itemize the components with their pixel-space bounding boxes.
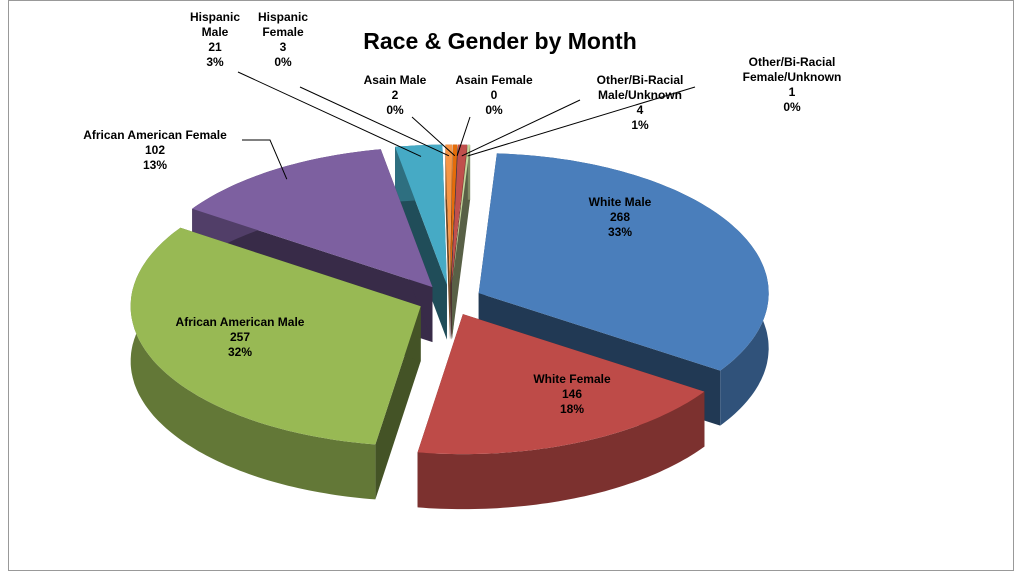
label-percent: 3% (206, 55, 224, 69)
slice (451, 144, 471, 340)
data-label: Other/Bi-Racial Male/Unknown 4 1% (580, 73, 700, 133)
label-name: Hispanic Male (190, 10, 241, 39)
slice-top (450, 144, 458, 285)
label-percent: 0% (386, 103, 404, 117)
label-name: African American Male (175, 315, 305, 329)
label-value: 3 (279, 40, 287, 54)
slice-top (417, 314, 705, 455)
data-label: African American Female 102 13% (55, 128, 255, 173)
label-value: 2 (391, 88, 399, 102)
label-name: Other/Bi-Racial Female/Unknown (742, 55, 842, 84)
slice-top (445, 144, 453, 285)
label-percent: 0% (485, 103, 503, 117)
data-label: White Male 268 33% (560, 195, 680, 240)
slice-top (478, 153, 769, 371)
label-percent: 32% (227, 345, 253, 359)
data-label: Hispanic Male 21 3% (190, 10, 240, 70)
label-name: Hispanic Female (257, 10, 308, 39)
data-label: Asain Male 2 0% (355, 73, 435, 118)
data-label: Other/Bi-Racial Female/Unknown 1 0% (732, 55, 852, 115)
label-percent: 33% (607, 225, 633, 239)
slice-top (451, 144, 471, 285)
slice-side (417, 391, 705, 510)
chart-frame (8, 0, 1014, 571)
label-value: 4 (636, 103, 644, 117)
slice-top (130, 227, 421, 445)
leader-line (467, 86, 696, 157)
label-name: Asain Female (455, 73, 533, 87)
data-label: African American Male 257 32% (150, 315, 330, 360)
leader-line (461, 99, 581, 157)
chart-title: Race & Gender by Month (363, 28, 637, 54)
label-percent: 13% (142, 158, 168, 172)
slice (445, 144, 453, 340)
slice-top (395, 144, 447, 285)
label-percent: 1% (631, 118, 649, 132)
label-name: African American Female (83, 128, 227, 142)
slice (130, 227, 421, 500)
data-label: White Female 146 18% (512, 372, 632, 417)
leader-line (237, 71, 422, 157)
slice-top (192, 149, 433, 288)
leader-line (456, 116, 471, 156)
label-percent: 18% (559, 402, 585, 416)
slice-side (130, 227, 376, 500)
slice-wall (451, 144, 471, 340)
label-value: 102 (144, 143, 166, 157)
slice-side (467, 144, 471, 200)
label-name: Other/Bi-Racial Male/Unknown (596, 73, 684, 102)
label-value: 21 (208, 40, 222, 54)
label-value: 0 (490, 88, 498, 102)
label-name: White Female (533, 372, 611, 386)
slice (417, 314, 705, 510)
label-name: White Male (588, 195, 652, 209)
leader-line (411, 116, 456, 157)
data-label: Hispanic Female 3 0% (256, 10, 311, 70)
slice (395, 144, 447, 340)
label-percent: 0% (274, 55, 292, 69)
leader-line (242, 139, 288, 180)
label-percent: 0% (783, 100, 801, 114)
label-value: 268 (609, 210, 631, 224)
leader-line (299, 86, 450, 157)
label-name: Asain Male (363, 73, 427, 87)
slice-top (451, 144, 468, 285)
label-value: 257 (229, 330, 251, 344)
data-label: Asain Female 0 0% (454, 73, 534, 118)
label-value: 1 (788, 85, 796, 99)
label-value: 146 (561, 387, 583, 401)
